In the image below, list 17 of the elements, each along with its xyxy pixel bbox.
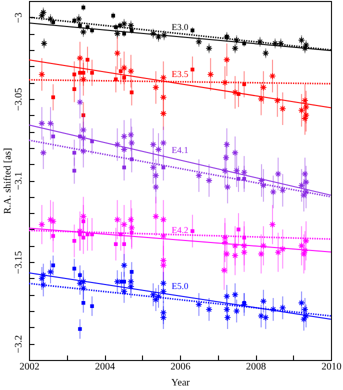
x-tick-label: 2002 <box>20 362 40 372</box>
series-label: E5.0 <box>172 281 189 292</box>
y-tick-label: −3.05 <box>14 88 24 111</box>
y-tick-label: −3.2 <box>14 335 24 354</box>
x-tick-label: 2008 <box>246 362 266 372</box>
x-tick-label: 2004 <box>95 362 115 372</box>
x-tick-label: 2006 <box>170 362 190 372</box>
series-label: E4.2 <box>172 225 188 236</box>
series-label: E4.1 <box>172 145 188 156</box>
series-label: E3.0 <box>172 22 189 32</box>
y-axis-title: R.A. shifted [as] <box>2 148 14 214</box>
series-label: E3.5 <box>172 68 189 79</box>
y-tick-label: −3.1 <box>14 172 24 190</box>
x-axis-title: Year <box>171 378 190 388</box>
y-tick-label: −3.15 <box>14 251 24 274</box>
y-tick-label: −3 <box>14 12 24 24</box>
x-tick-label: 2010 <box>322 362 342 372</box>
